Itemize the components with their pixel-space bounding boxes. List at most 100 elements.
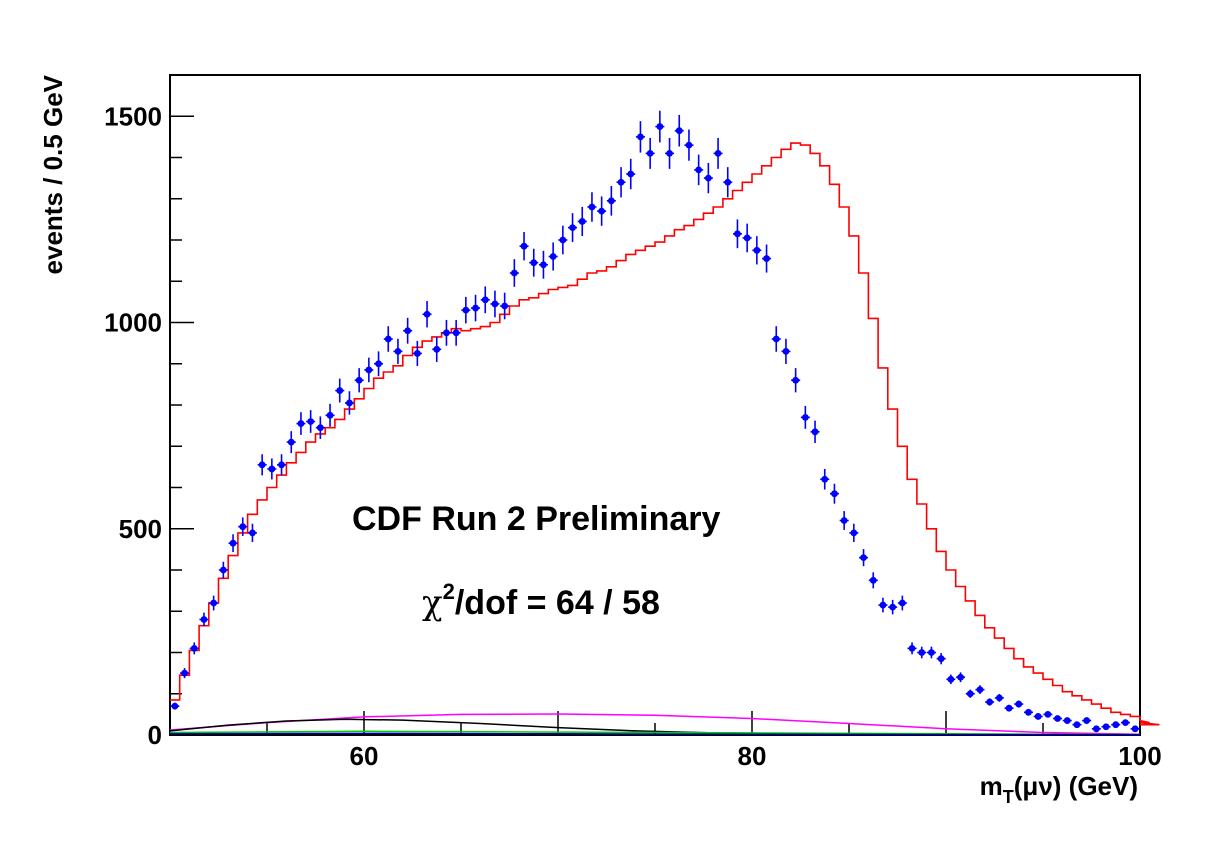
data-point <box>635 121 645 153</box>
data-point-marker <box>811 428 819 436</box>
data-point <box>335 378 345 403</box>
data-point <box>412 340 422 366</box>
data-point <box>218 561 228 579</box>
data-point-marker <box>656 123 664 130</box>
data-point <box>907 642 917 655</box>
data-point-marker <box>1044 710 1052 718</box>
data-point <box>568 213 578 243</box>
data-point-marker <box>976 686 984 694</box>
data-point <box>374 351 384 377</box>
data-point-marker <box>598 207 606 215</box>
data-point <box>451 319 461 346</box>
data-point <box>1072 721 1082 729</box>
data-point <box>325 403 335 427</box>
data-point <box>742 223 752 253</box>
data-point-marker <box>918 649 926 656</box>
data-point-marker <box>355 376 363 384</box>
data-point <box>538 250 548 279</box>
data-point-marker <box>1073 721 1081 729</box>
x-tick-label: 80 <box>738 741 767 771</box>
data-point-marker <box>491 300 499 308</box>
data-point-marker <box>1102 723 1110 731</box>
data-point <box>1101 723 1111 731</box>
data-point <box>1023 708 1033 716</box>
y-tick-label: 1000 <box>104 308 162 338</box>
data-point <box>422 301 432 328</box>
data-point <box>199 612 209 627</box>
data-point <box>296 412 306 435</box>
data-point <box>180 668 190 679</box>
data-point <box>490 290 500 318</box>
data-point-marker <box>666 149 673 157</box>
data-point-marker <box>549 253 557 260</box>
data-point-marker <box>1054 715 1061 722</box>
data-point <box>645 137 655 169</box>
data-point-marker <box>772 335 780 343</box>
data-point <box>771 326 781 352</box>
x-axis-title-paren: (μν) (GeV) <box>1014 771 1138 801</box>
data-point <box>762 244 772 273</box>
data-point-marker <box>287 438 295 446</box>
data-point-marker <box>860 554 867 562</box>
data-point <box>674 114 684 147</box>
data-point-marker <box>753 246 761 254</box>
data-point-marker <box>685 141 693 149</box>
data-point-marker <box>268 465 276 473</box>
data-point-marker <box>801 413 809 421</box>
data-point <box>1082 717 1092 724</box>
data-point-marker <box>210 599 218 607</box>
data-point-marker <box>869 576 877 584</box>
data-point <box>587 192 597 222</box>
data-point-marker <box>607 197 615 205</box>
data-point <box>985 698 995 706</box>
axis-ticks <box>169 74 1141 736</box>
data-point-marker <box>704 174 712 182</box>
fit-histogram <box>170 142 1160 726</box>
data-point <box>1004 704 1014 712</box>
data-point <box>732 219 742 249</box>
data-point <box>703 162 713 194</box>
data-point-marker <box>394 347 402 355</box>
data-point <box>878 597 888 613</box>
data-point-marker <box>714 149 722 157</box>
data-point-marker <box>675 127 683 135</box>
data-point <box>1091 725 1101 733</box>
data-point <box>965 689 975 698</box>
data-point <box>471 294 481 322</box>
data-point <box>655 110 665 143</box>
data-point-marker <box>375 360 382 368</box>
data-point-marker <box>947 675 955 683</box>
data-point <box>286 431 296 454</box>
data-point-marker <box>1015 700 1023 708</box>
data-point-marker <box>850 529 858 537</box>
data-point-marker <box>307 418 315 425</box>
data-point-marker <box>957 673 964 681</box>
data-point <box>500 292 510 320</box>
data-point-marker <box>821 475 829 483</box>
data-point <box>810 420 820 443</box>
data-point <box>956 672 966 683</box>
data-point-marker <box>365 366 373 374</box>
data-point-marker <box>937 655 945 663</box>
data-point <box>238 517 248 536</box>
data-point <box>713 137 723 169</box>
data-point-marker <box>249 529 256 537</box>
data-point <box>403 317 413 344</box>
data-point <box>839 511 849 530</box>
data-point <box>975 685 985 694</box>
x-tick-label: 60 <box>350 741 379 771</box>
data-point <box>665 137 675 169</box>
data-point-marker <box>1083 717 1091 724</box>
data-point <box>1053 715 1063 722</box>
data-point-marker <box>1063 717 1071 724</box>
fit-step-line <box>170 142 1160 726</box>
data-point <box>267 458 277 480</box>
data-point <box>723 167 733 198</box>
data-point-marker <box>404 327 412 335</box>
data-point-marker <box>520 242 528 250</box>
data-point <box>344 391 354 415</box>
data-point <box>888 599 898 615</box>
data-point <box>868 572 878 589</box>
data-point <box>383 326 393 352</box>
data-point-marker <box>646 149 654 157</box>
